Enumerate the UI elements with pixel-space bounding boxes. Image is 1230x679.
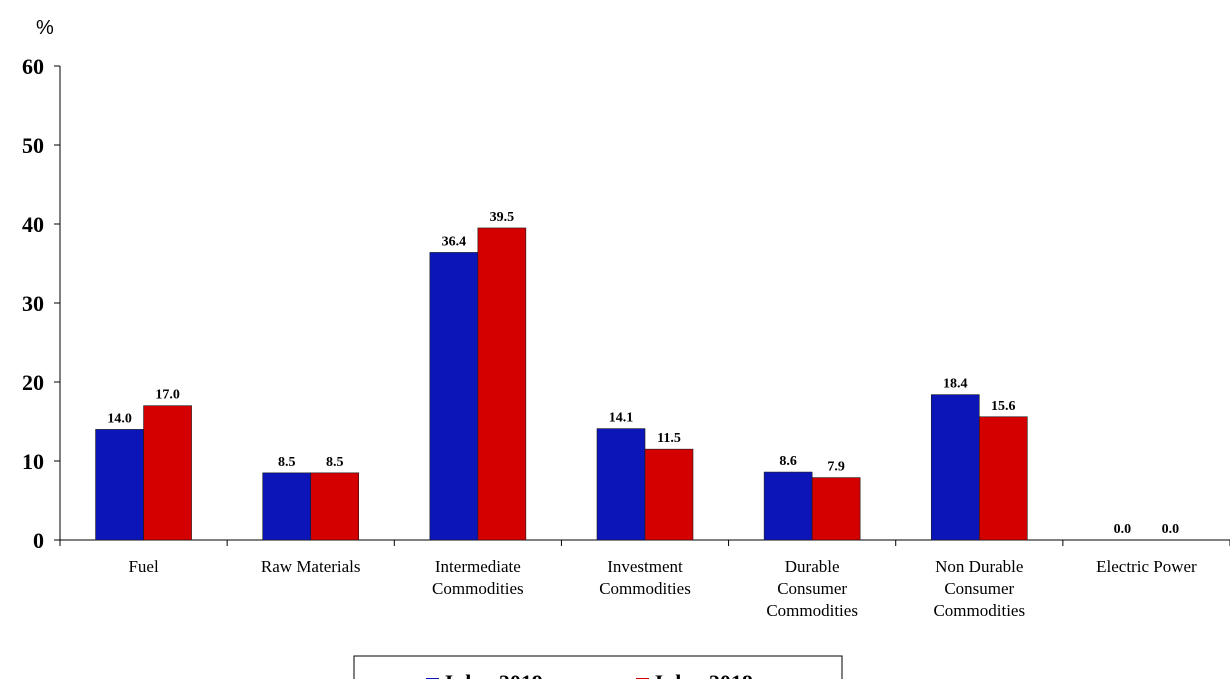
x-category-label: Consumer [944, 579, 1014, 598]
legend-entry: July 2018 [652, 670, 753, 679]
x-category-label: Raw Materials [261, 557, 361, 576]
x-axis-category-labels: Fuel Raw Materials Intermediate Commodities… [59, 540, 1230, 620]
data-labels: 14.0 17.0 8.5 8.5 36.4 39.5 14.1 11.5 8.6 7.9 18.4… [107, 210, 1179, 537]
bar-series-1 [429, 252, 479, 541]
bar-series-1 [930, 394, 980, 541]
data-label: 39.5 [490, 210, 515, 225]
data-label: 17.0 [155, 388, 180, 403]
bar-series-2 [978, 416, 1028, 541]
y-tick-label: 60 [22, 54, 44, 79]
bar-series-2 [477, 227, 527, 541]
data-label: 14.0 [107, 411, 132, 426]
bar-series-1 [596, 428, 646, 541]
data-label: 11.5 [657, 431, 681, 446]
y-tick-label: 20 [22, 370, 44, 395]
legend: July 2019 July 2018 [353, 655, 843, 679]
bar-series-2 [143, 405, 192, 541]
x-category-label: Commodities [599, 579, 691, 598]
bar-series-2 [644, 448, 694, 541]
x-category-label: Commodities [933, 601, 1025, 620]
x-category-label: Durable [785, 557, 840, 576]
data-label: 8.5 [326, 455, 344, 470]
bar-series-2 [811, 477, 861, 541]
x-category-label: Commodities [432, 579, 524, 598]
x-category-label: Consumer [777, 579, 847, 598]
data-label: 8.6 [779, 454, 797, 469]
data-label: 18.4 [943, 377, 968, 392]
bar-series-1 [763, 471, 813, 541]
bar-series-2 [310, 472, 360, 541]
x-category-label: Non Durable [935, 557, 1023, 576]
bars [95, 227, 1028, 541]
y-axis-label: % [36, 17, 54, 39]
legend-box [353, 655, 843, 679]
y-tick-label: 30 [22, 291, 44, 316]
data-label: 36.4 [442, 234, 467, 249]
data-label: 0.0 [1114, 522, 1132, 537]
data-label: 0.0 [1162, 522, 1180, 537]
x-category-label: Fuel [128, 557, 159, 576]
y-tick-label: 0 [33, 528, 44, 553]
x-category-label: Commodities [766, 601, 858, 620]
data-label: 15.6 [991, 399, 1016, 414]
data-label: 8.5 [278, 455, 296, 470]
bar-series-1 [262, 472, 312, 541]
x-category-label: Electric Power [1096, 557, 1197, 576]
y-tick-label: 50 [22, 133, 44, 158]
legend-entry: July 2019 [442, 670, 543, 679]
y-axis-ticks: 0 10 20 30 40 50 60 [22, 54, 60, 553]
y-tick-label: 10 [22, 449, 44, 474]
x-category-label: Investment [607, 557, 683, 576]
data-label: 7.9 [827, 460, 845, 475]
bar-series-1 [95, 429, 144, 541]
x-category-label: Intermediate [435, 557, 521, 576]
data-label: 14.1 [609, 411, 634, 426]
y-tick-label: 40 [22, 212, 44, 237]
